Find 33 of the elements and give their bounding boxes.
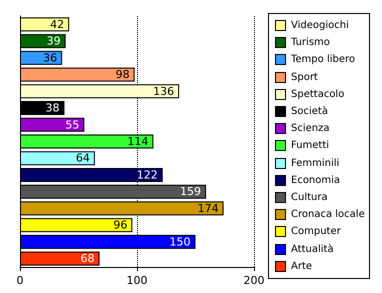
data-label: 122 — [136, 168, 158, 182]
y-tick-label: Cronaca locale — [291, 209, 365, 220]
data-label: 38 — [45, 102, 60, 115]
y-tick-label: Scienza — [291, 123, 330, 134]
data-label: 39 — [46, 34, 61, 48]
data-label: 55 — [65, 118, 80, 132]
y-tick-label: Turismo — [291, 37, 330, 48]
data-label: 174 — [198, 202, 219, 215]
x-tick-label: 100 — [126, 274, 148, 287]
data-label: 96 — [113, 218, 128, 232]
data-label: 42 — [50, 18, 64, 31]
data-label: 136 — [153, 84, 174, 98]
y-tick-label: Femminili — [291, 158, 340, 169]
y-tick-label: Spettacolo — [291, 88, 344, 100]
data-label: 64 — [76, 152, 90, 165]
data-label: 36 — [43, 51, 58, 64]
y-tick-label: Arte — [291, 260, 312, 272]
data-label: 68 — [80, 252, 95, 266]
y-tick-label: Sport — [291, 72, 318, 83]
y-tick-label: Cultura — [291, 192, 328, 203]
data-label: 98 — [116, 68, 130, 82]
y-tick-label: Fumetti — [291, 140, 330, 152]
y-tick-label: Videogiochi — [291, 20, 349, 32]
y-tick-label: Società — [291, 106, 328, 118]
x-tick-label: 200 — [244, 274, 264, 287]
x-tick-label: 0 — [16, 274, 24, 287]
data-label: 150 — [170, 235, 190, 248]
data-label: 159 — [180, 185, 202, 198]
y-tick-label: Tempo libero — [291, 54, 356, 66]
data-label: 114 — [127, 135, 148, 148]
y-tick-label: Attualità — [291, 244, 334, 255]
y-tick-label: Computer — [291, 226, 341, 238]
y-tick-label: Economia — [291, 174, 340, 186]
